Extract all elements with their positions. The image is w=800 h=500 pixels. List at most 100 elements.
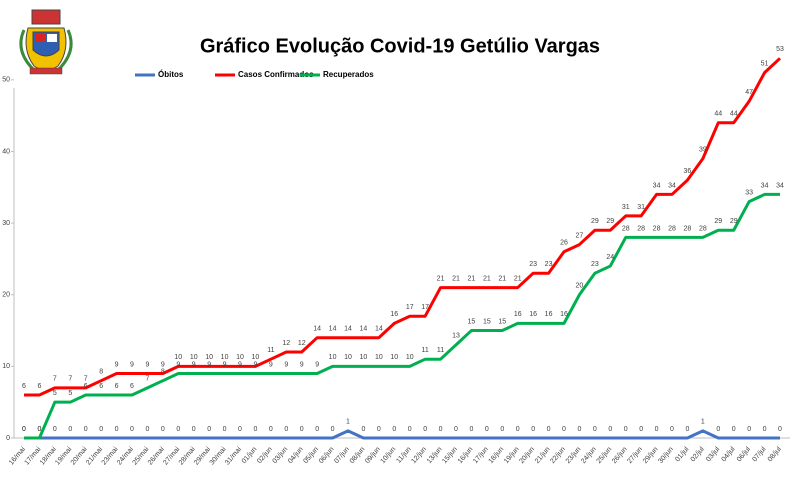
data-label: 9	[269, 361, 273, 368]
data-label: 6	[37, 383, 41, 390]
logo	[19, 9, 73, 75]
data-label: 0	[37, 426, 41, 433]
data-label: 0	[84, 426, 88, 433]
data-label: 0	[331, 426, 335, 433]
data-label: 34	[668, 182, 676, 189]
data-label: 51	[761, 60, 769, 67]
data-label: 10	[375, 354, 383, 361]
data-label: 0	[223, 426, 227, 433]
data-label: 0	[269, 426, 273, 433]
data-label: 9	[176, 361, 180, 368]
data-label: 28	[622, 225, 630, 232]
data-label: 6	[115, 383, 119, 390]
data-label: 34	[653, 182, 661, 189]
data-label: 23	[545, 261, 553, 268]
data-label: 0	[500, 426, 504, 433]
data-label: 14	[375, 326, 383, 333]
chart-title: Gráfico Evolução Covid-19 Getúlio Vargas	[200, 35, 600, 57]
legend-label: Casos Confirmados	[238, 70, 314, 79]
data-label: 23	[529, 261, 537, 268]
data-label: 0	[531, 426, 535, 433]
data-label: 34	[761, 182, 769, 189]
data-label: 21	[514, 275, 522, 282]
data-label: 8	[99, 369, 103, 376]
data-label: 9	[223, 361, 227, 368]
data-label: 0	[485, 426, 489, 433]
data-label: 31	[622, 204, 630, 211]
data-label: 0	[716, 426, 720, 433]
data-label: 28	[668, 225, 676, 232]
data-label: 9	[207, 361, 211, 368]
data-label: 0	[454, 426, 458, 433]
data-label: 0	[593, 426, 597, 433]
data-label: 15	[483, 318, 491, 325]
data-label: 10	[221, 354, 229, 361]
data-label: 0	[22, 426, 26, 433]
data-label: 0	[516, 426, 520, 433]
data-label: 0	[238, 426, 242, 433]
data-label: 10	[390, 354, 398, 361]
data-label: 9	[238, 361, 242, 368]
data-label: 12	[282, 340, 290, 347]
series-line	[24, 429, 780, 440]
y-tick-label: 0	[6, 435, 10, 442]
data-label: 0	[253, 426, 257, 433]
data-label: 9	[315, 361, 319, 368]
data-label: 0	[68, 426, 72, 433]
data-label: 15	[498, 318, 506, 325]
data-label: 7	[53, 376, 57, 383]
data-label: 0	[670, 426, 674, 433]
data-label: 0	[577, 426, 581, 433]
legend: Óbitos Casos Confirmados Recuperados	[135, 70, 374, 79]
data-label: 10	[205, 354, 213, 361]
data-label: 14	[313, 326, 321, 333]
data-label: 5	[53, 390, 57, 397]
data-label: 53	[776, 46, 784, 53]
data-label: 11	[267, 347, 274, 354]
data-label: 24	[606, 254, 614, 261]
data-label: 14	[360, 326, 368, 333]
data-label: 8	[161, 369, 165, 376]
data-label: 0	[763, 426, 767, 433]
data-label: 10	[174, 354, 182, 361]
data-label: 17	[406, 304, 414, 311]
data-label: 0	[176, 426, 180, 433]
data-label: 7	[84, 376, 88, 383]
data-label: 16	[529, 311, 537, 318]
data-label: 0	[408, 426, 412, 433]
data-label: 10	[329, 354, 337, 361]
data-label: 1	[346, 419, 350, 426]
data-label: 0	[547, 426, 551, 433]
data-label: 0	[115, 426, 119, 433]
data-label: 20	[576, 283, 584, 290]
data-label: 47	[745, 89, 753, 96]
y-tick-label: 20	[2, 292, 10, 299]
data-label: 16	[560, 311, 568, 318]
data-label: 0	[361, 426, 365, 433]
data-label: 9	[161, 361, 165, 368]
data-label: 21	[437, 275, 445, 282]
data-label: 44	[714, 111, 722, 118]
data-label: 9	[300, 361, 304, 368]
data-label: 10	[236, 354, 244, 361]
data-label: 0	[300, 426, 304, 433]
data-label: 31	[637, 204, 645, 211]
data-label: 44	[730, 111, 738, 118]
data-label: 9	[253, 361, 257, 368]
data-label: 28	[653, 225, 661, 232]
data-label: 16	[514, 311, 522, 318]
data-label: 0	[392, 426, 396, 433]
data-label: 6	[99, 383, 103, 390]
data-label: 29	[606, 218, 614, 225]
data-label: 14	[344, 326, 352, 333]
data-label: 10	[190, 354, 198, 361]
data-label: 0	[469, 426, 473, 433]
data-label: 10	[406, 354, 414, 361]
series-line	[24, 192, 780, 440]
data-label: 16	[390, 311, 398, 318]
data-label: 5	[68, 390, 72, 397]
data-label: 15	[468, 318, 476, 325]
data-label: 23	[591, 261, 599, 268]
data-label: 29	[591, 218, 599, 225]
data-label: 27	[576, 232, 584, 239]
